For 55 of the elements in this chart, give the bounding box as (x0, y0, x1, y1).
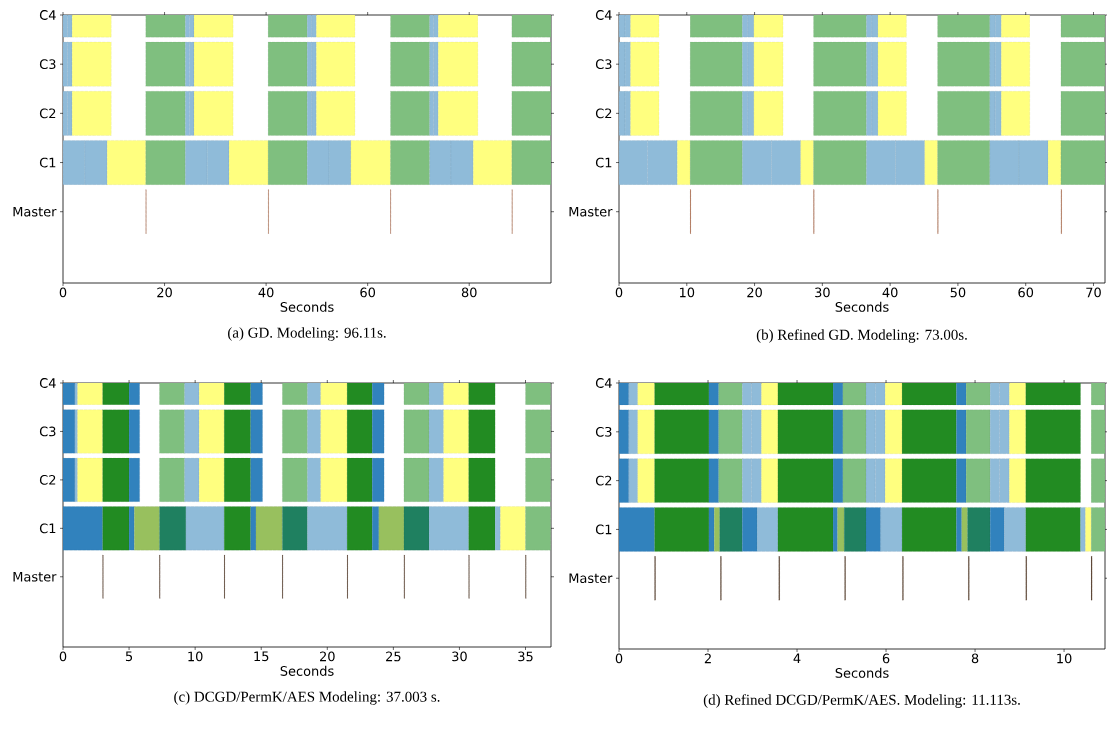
x-axis-title: Seconds (835, 667, 889, 678)
x-tick-label: 80 (461, 287, 477, 298)
x-tick-label: 35 (518, 651, 533, 662)
x-tick-label: 10 (679, 287, 695, 298)
y-tick-label: C4 (595, 10, 612, 20)
y-tick-label: Master (569, 206, 613, 217)
x-tick-label: 6 (882, 653, 890, 664)
y-tick-label: C2 (39, 108, 56, 119)
x-tick-label: 20 (320, 651, 335, 662)
y-tick-label: C1 (39, 157, 56, 168)
x-axis-title: Seconds (835, 301, 889, 312)
x-tick-label: 25 (386, 651, 401, 662)
x-tick-label: 70 (1086, 287, 1101, 298)
text: (b) Refined GD. Modeling: 73.00s. (756, 329, 967, 343)
x-tick-label: 40 (882, 287, 898, 298)
x-tick-label: 15 (254, 651, 269, 662)
x-tick-label: 0 (59, 651, 67, 662)
text: (d) Refined DCGD/PermK/AES. Modeling: 11.113s. (703, 694, 1020, 708)
y-tick-label: C3 (39, 426, 56, 437)
y-tick-label: C3 (595, 59, 612, 70)
x-tick-label: 20 (157, 287, 172, 298)
x-tick-label: 2 (704, 653, 711, 664)
y-tick-label: C1 (595, 157, 612, 168)
x-axis-title: Seconds (280, 665, 334, 676)
x-tick-label: 5 (125, 651, 133, 662)
x-tick-label: 8 (971, 653, 979, 664)
x-tick-label: 20 (747, 287, 762, 298)
y-tick-label: C1 (595, 524, 612, 535)
y-tick-label: C2 (595, 108, 612, 119)
y-tick-label: C4 (595, 378, 612, 388)
x-tick-label: 4 (793, 653, 801, 663)
x-tick-label: 10 (1057, 653, 1072, 664)
y-tick-label: Master (13, 571, 57, 582)
y-tick-label: C1 (39, 523, 56, 534)
x-tick-label: 0 (615, 287, 623, 298)
y-tick-label: C3 (595, 426, 612, 437)
y-tick-label: C3 (39, 59, 56, 70)
y-tick-label: Master (13, 206, 57, 217)
x-tick-label: 60 (1018, 287, 1034, 298)
y-tick-label: C4 (39, 10, 56, 20)
x-tick-label: 0 (615, 653, 623, 664)
text: (c) DCGD/PermK/AES Modeling: 37.003 s. (174, 691, 440, 705)
x-tick-label: 60 (360, 287, 376, 298)
y-tick-label: C2 (595, 475, 612, 486)
y-tick-label: C2 (39, 475, 56, 485)
y-tick-label: C4 (39, 378, 56, 388)
text: (a) GD. Modeling: 96.11s. (228, 327, 386, 341)
x-tick-label: 40 (258, 287, 274, 298)
x-tick-label: 0 (59, 287, 67, 298)
x-tick-label: 10 (188, 651, 203, 662)
x-tick-label: 30 (452, 651, 467, 662)
x-tick-label: 30 (815, 287, 830, 298)
x-axis-title: Seconds (280, 301, 334, 312)
x-tick-label: 50 (950, 287, 966, 298)
y-tick-label: Master (569, 573, 613, 584)
